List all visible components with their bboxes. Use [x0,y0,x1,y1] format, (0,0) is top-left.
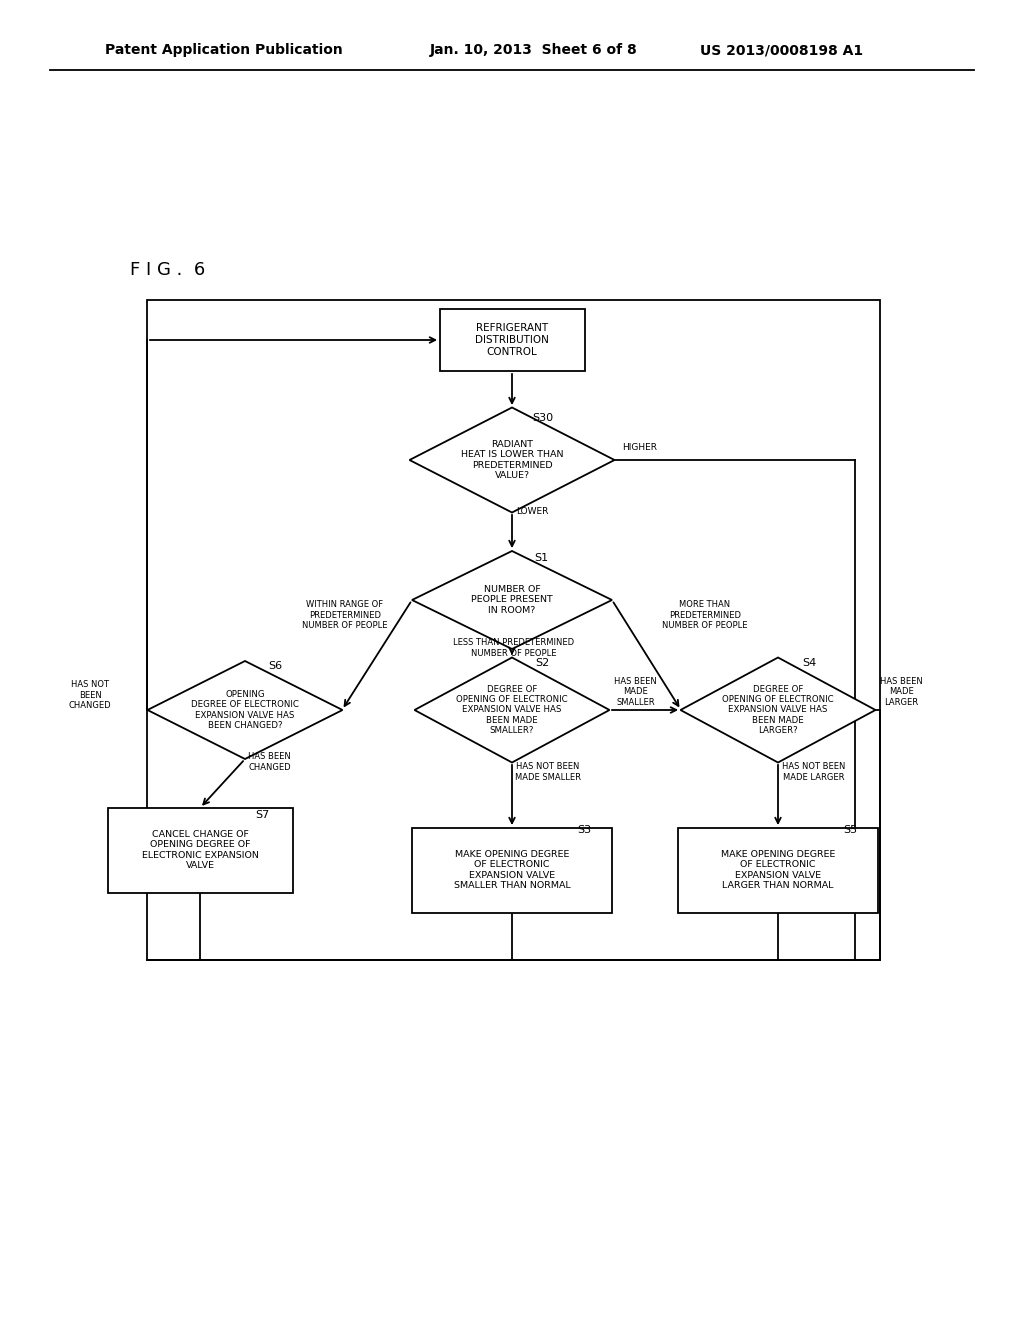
Text: DEGREE OF
OPENING OF ELECTRONIC
EXPANSION VALVE HAS
BEEN MADE
LARGER?: DEGREE OF OPENING OF ELECTRONIC EXPANSIO… [722,685,834,735]
Polygon shape [681,657,876,763]
Polygon shape [147,661,342,759]
Text: Jan. 10, 2013  Sheet 6 of 8: Jan. 10, 2013 Sheet 6 of 8 [430,44,638,57]
Text: MORE THAN
PREDETERMINED
NUMBER OF PEOPLE: MORE THAN PREDETERMINED NUMBER OF PEOPLE [663,601,748,630]
FancyBboxPatch shape [108,808,293,892]
Text: HAS NOT BEEN
MADE SMALLER: HAS NOT BEEN MADE SMALLER [515,762,581,781]
Text: HAS NOT BEEN
MADE LARGER: HAS NOT BEEN MADE LARGER [782,762,846,781]
Text: WITHIN RANGE OF
PREDETERMINED
NUMBER OF PEOPLE: WITHIN RANGE OF PREDETERMINED NUMBER OF … [302,601,388,630]
Text: HAS BEEN
MADE
SMALLER: HAS BEEN MADE SMALLER [614,677,656,708]
Text: S4: S4 [802,657,816,668]
Text: OPENING
DEGREE OF ELECTRONIC
EXPANSION VALVE HAS
BEEN CHANGED?: OPENING DEGREE OF ELECTRONIC EXPANSION V… [191,690,299,730]
Text: HAS BEEN
MADE
LARGER: HAS BEEN MADE LARGER [880,677,923,708]
Polygon shape [412,550,612,649]
Text: S6: S6 [268,661,283,671]
Polygon shape [415,657,609,763]
Text: MAKE OPENING DEGREE
OF ELECTRONIC
EXPANSION VALVE
LARGER THAN NORMAL: MAKE OPENING DEGREE OF ELECTRONIC EXPANS… [721,850,836,890]
Text: S3: S3 [577,825,591,836]
Text: LOWER: LOWER [516,507,549,516]
Text: S1: S1 [534,553,548,564]
Text: S2: S2 [535,657,549,668]
FancyBboxPatch shape [439,309,585,371]
Polygon shape [410,408,614,512]
Text: NUMBER OF
PEOPLE PRESENT
IN ROOM?: NUMBER OF PEOPLE PRESENT IN ROOM? [471,585,553,615]
Text: MAKE OPENING DEGREE
OF ELECTRONIC
EXPANSION VALVE
SMALLER THAN NORMAL: MAKE OPENING DEGREE OF ELECTRONIC EXPANS… [454,850,570,890]
Text: HAS BEEN
CHANGED: HAS BEEN CHANGED [248,752,291,772]
Text: S7: S7 [255,810,269,820]
FancyBboxPatch shape [412,828,612,912]
Text: CANCEL CHANGE OF
OPENING DEGREE OF
ELECTRONIC EXPANSION
VALVE: CANCEL CHANGE OF OPENING DEGREE OF ELECT… [141,830,258,870]
Text: REFRIGERANT
DISTRIBUTION
CONTROL: REFRIGERANT DISTRIBUTION CONTROL [475,323,549,356]
Text: S5: S5 [843,825,857,836]
Text: DEGREE OF
OPENING OF ELECTRONIC
EXPANSION VALVE HAS
BEEN MADE
SMALLER?: DEGREE OF OPENING OF ELECTRONIC EXPANSIO… [456,685,568,735]
Text: Patent Application Publication: Patent Application Publication [105,44,343,57]
Text: HAS NOT
BEEN
CHANGED: HAS NOT BEEN CHANGED [69,680,112,710]
Text: F I G .  6: F I G . 6 [130,261,205,279]
Text: US 2013/0008198 A1: US 2013/0008198 A1 [700,44,863,57]
Text: RADIANT
HEAT IS LOWER THAN
PREDETERMINED
VALUE?: RADIANT HEAT IS LOWER THAN PREDETERMINED… [461,440,563,480]
FancyBboxPatch shape [678,828,878,912]
Text: S30: S30 [532,413,553,422]
Text: HIGHER: HIGHER [622,444,657,453]
Text: LESS THAN PREDETERMINED
NUMBER OF PEOPLE: LESS THAN PREDETERMINED NUMBER OF PEOPLE [454,639,574,657]
